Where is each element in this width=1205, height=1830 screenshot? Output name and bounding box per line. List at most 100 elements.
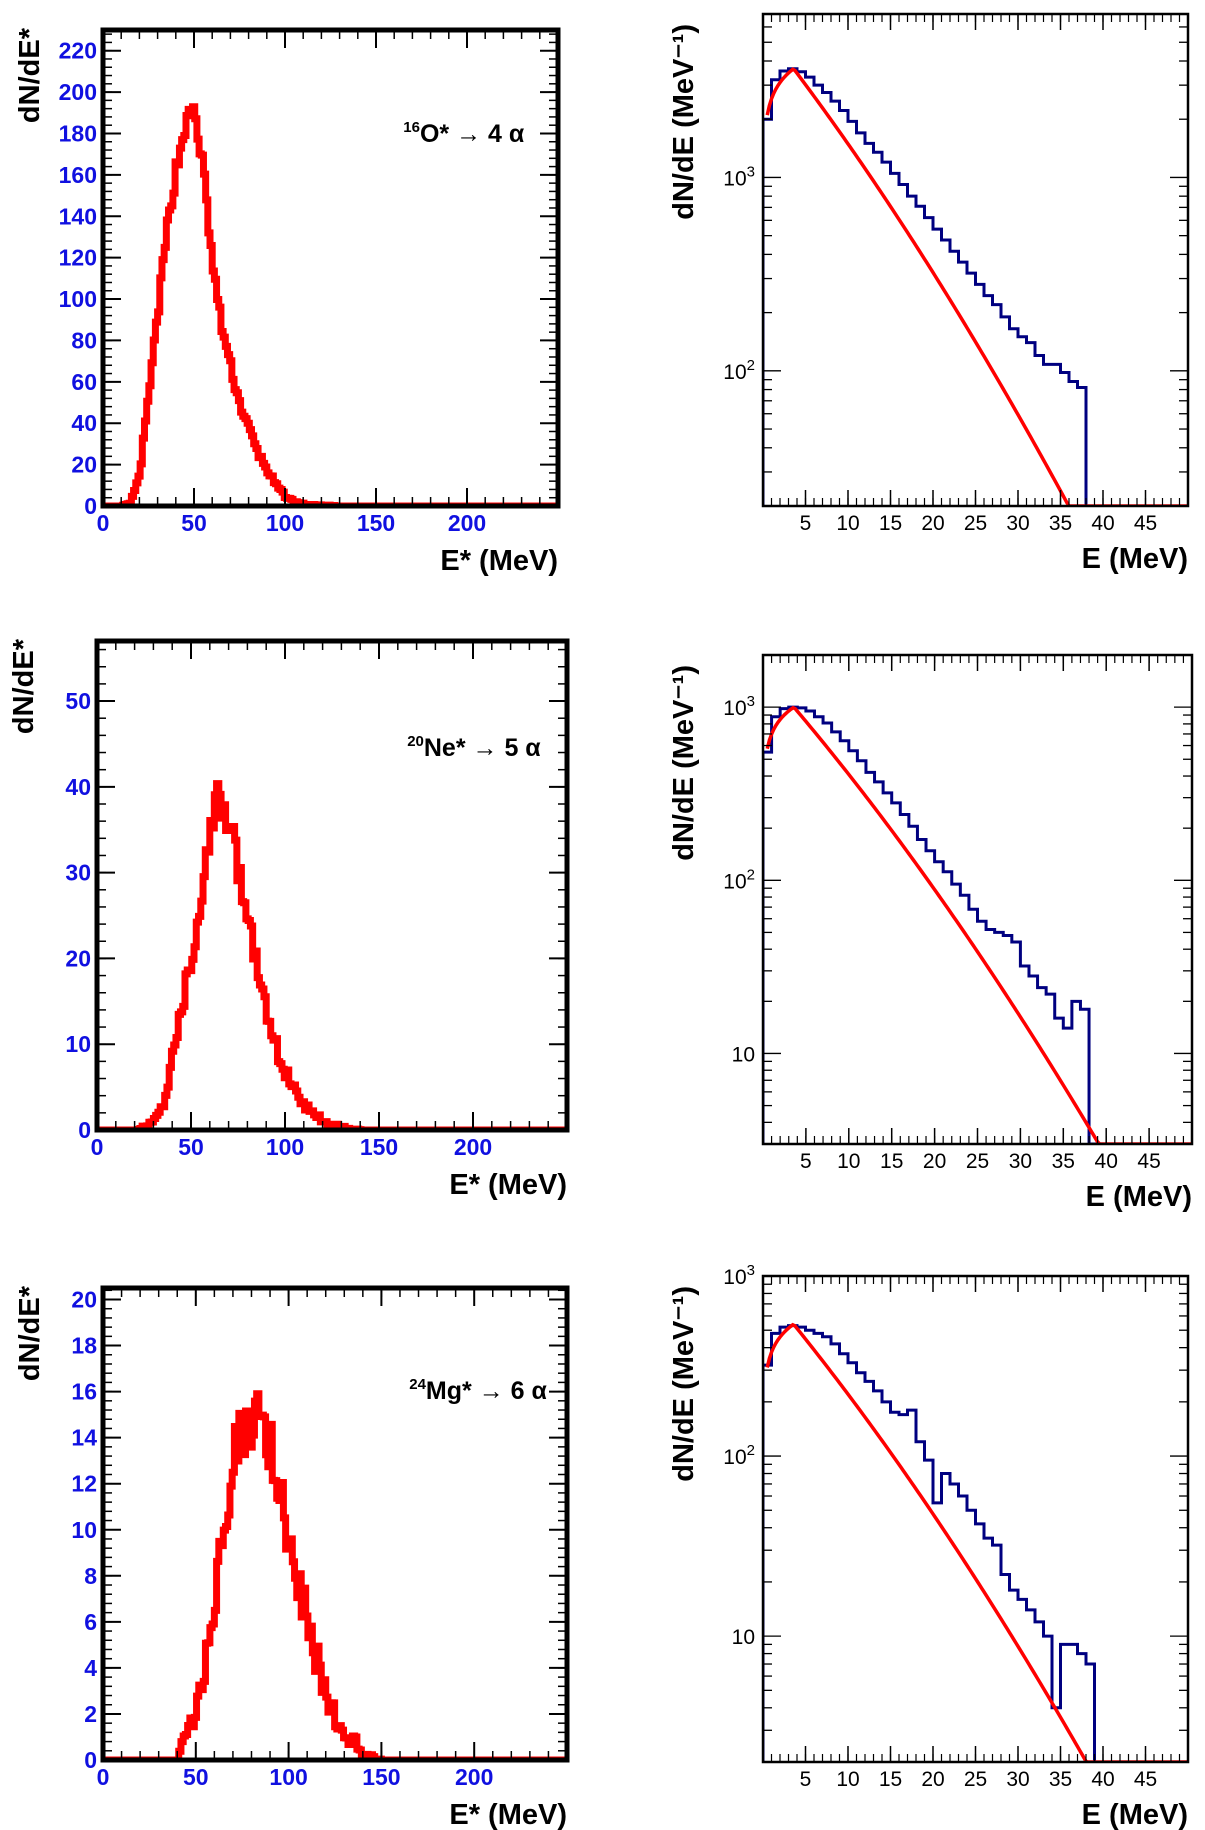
- panel-Ne20-excitation: 20Ne* → 5 α 0 10 20 30 40 50 0 50 100 150 200 E* (Me…: [8, 638, 570, 1201]
- x-tick-label: 15: [880, 1150, 903, 1173]
- y-tick-label: 20: [65, 945, 91, 971]
- y-tick-label: 102: [723, 866, 755, 893]
- y-tick-label: 220: [59, 38, 97, 64]
- y-tick-label: 2: [84, 1701, 97, 1727]
- panel-O16-alpha-energy: 5 10 15 20 25 30 35 40 45 102 103 E (MeV) dN/dE (MeV…: [668, 12, 1190, 575]
- x-tick-label: 35: [1049, 1768, 1072, 1791]
- fit-curve: [765, 1322, 1188, 1762]
- y-tick-label: 40: [71, 410, 97, 436]
- y-tick-label: 102: [723, 357, 755, 384]
- x-tick-label: 10: [836, 1768, 859, 1791]
- x-tick-label: 45: [1137, 1150, 1160, 1173]
- y-tick-label: 120: [59, 245, 97, 271]
- x-axis-title: E (MeV): [1086, 1181, 1192, 1213]
- y-axis-title: dN/dE*: [8, 638, 40, 734]
- x-tick-label: 5: [800, 1150, 812, 1173]
- x-tick-label: 50: [183, 1764, 209, 1790]
- y-tick-label: 20: [71, 1287, 97, 1313]
- x-tick-label: 10: [836, 512, 859, 535]
- reaction-annotation: 20Ne* → 5 α: [407, 733, 541, 762]
- x-tick-label: 5: [800, 1768, 812, 1791]
- x-tick-label: 200: [448, 510, 486, 536]
- y-axis-title: dN/dE (MeV⁻¹): [668, 665, 700, 861]
- x-axis-title: E (MeV): [1082, 1799, 1188, 1830]
- fit-curve: [765, 67, 1188, 506]
- y-tick-label: 200: [59, 79, 97, 105]
- x-tick-label: 150: [357, 510, 395, 536]
- y-tick-label: 180: [59, 120, 97, 146]
- x-tick-label: 25: [964, 512, 987, 535]
- x-tick-label: 25: [964, 1768, 987, 1791]
- y-tick-label: 14: [71, 1425, 97, 1451]
- alpha-energy-histogram: [763, 1324, 1188, 1762]
- y-tick-label: 160: [59, 162, 97, 188]
- reaction-annotation: 24Mg* → 6 α: [409, 1376, 547, 1405]
- frame: [100, 1285, 570, 1763]
- panel-Mg24-alpha-energy: 5 10 15 20 25 30 35 40 45 10 102 103 E (MeV) dN/dE (M…: [668, 1262, 1190, 1830]
- x-tick-label: 0: [91, 1134, 104, 1160]
- x-tick-label: 20: [921, 1768, 944, 1791]
- x-tick-label: 200: [455, 1764, 493, 1790]
- y-tick-label: 10: [71, 1517, 97, 1543]
- y-tick-label: 0: [84, 493, 97, 519]
- x-tick-label: 0: [97, 1764, 110, 1790]
- plot-area: [763, 705, 1192, 1144]
- plot-area: [97, 780, 567, 1130]
- y-tick-label: 4: [84, 1655, 97, 1681]
- frame: [100, 27, 561, 509]
- x-tick-label: 50: [178, 1134, 204, 1160]
- y-tick-label: 16: [71, 1379, 97, 1405]
- x-axis-title: E* (MeV): [449, 1799, 567, 1830]
- x-tick-label: 30: [1006, 512, 1029, 535]
- x-tick-label: 20: [921, 512, 944, 535]
- x-tick-label: 15: [879, 1768, 902, 1791]
- y-tick-label: 6: [84, 1609, 97, 1635]
- y-axis-title: dN/dE (MeV⁻¹): [668, 24, 700, 220]
- y-tick-label: 100: [59, 286, 97, 312]
- y-tick-label: 10: [732, 1043, 755, 1066]
- x-tick-label: 45: [1134, 1768, 1157, 1791]
- x-tick-label: 35: [1049, 512, 1072, 535]
- x-tick-label: 100: [266, 1134, 304, 1160]
- y-tick-label: 40: [65, 774, 91, 800]
- y-tick-label: 102: [723, 1442, 755, 1469]
- x-tick-label: 200: [454, 1134, 492, 1160]
- x-tick-label: 40: [1091, 512, 1114, 535]
- panel-Ne20-alpha-energy: 5 10 15 20 25 30 35 40 45 10 102 103 E (MeV) dN/dE (M…: [668, 653, 1194, 1213]
- y-axis-title: dN/dE*: [14, 1285, 46, 1381]
- excitation-histogram: [103, 103, 558, 506]
- y-tick-label: 12: [71, 1471, 97, 1497]
- y-tick-label: 103: [723, 1262, 755, 1289]
- y-tick-label: 0: [78, 1117, 91, 1143]
- frame: [761, 653, 1194, 1146]
- x-tick-label: 0: [97, 510, 110, 536]
- frame: [761, 12, 1190, 508]
- x-axis-title: E* (MeV): [440, 545, 558, 577]
- y-tick-label: 60: [71, 369, 97, 395]
- x-tick-label: 40: [1091, 1768, 1114, 1791]
- x-tick-label: 30: [1009, 1150, 1032, 1173]
- y-tick-label: 30: [65, 860, 91, 886]
- y-tick-label: 80: [71, 327, 97, 353]
- x-tick-label: 35: [1052, 1150, 1075, 1173]
- plot-area: [763, 1322, 1188, 1762]
- x-tick-label: 150: [360, 1134, 398, 1160]
- frame: [761, 1274, 1190, 1764]
- x-tick-label: 100: [266, 510, 304, 536]
- x-tick-label: 20: [923, 1150, 946, 1173]
- y-tick-label: 103: [723, 693, 755, 720]
- y-tick-label: 10: [732, 1626, 755, 1649]
- x-axis-title: E* (MeV): [449, 1169, 567, 1201]
- y-tick-label: 50: [65, 688, 91, 714]
- plot-area: [103, 103, 558, 506]
- plot-area: [103, 1390, 567, 1760]
- excitation-histogram: [97, 780, 567, 1130]
- panel-O16-excitation: 16O* → 4 α 0 20 40 60 80 100 120 140 160 180 200 220…: [14, 27, 561, 577]
- excitation-histogram: [103, 1390, 567, 1760]
- fit-curve: [765, 705, 1192, 1144]
- y-tick-label: 20: [71, 452, 97, 478]
- y-tick-label: 103: [723, 163, 755, 190]
- y-tick-label: 140: [59, 203, 97, 229]
